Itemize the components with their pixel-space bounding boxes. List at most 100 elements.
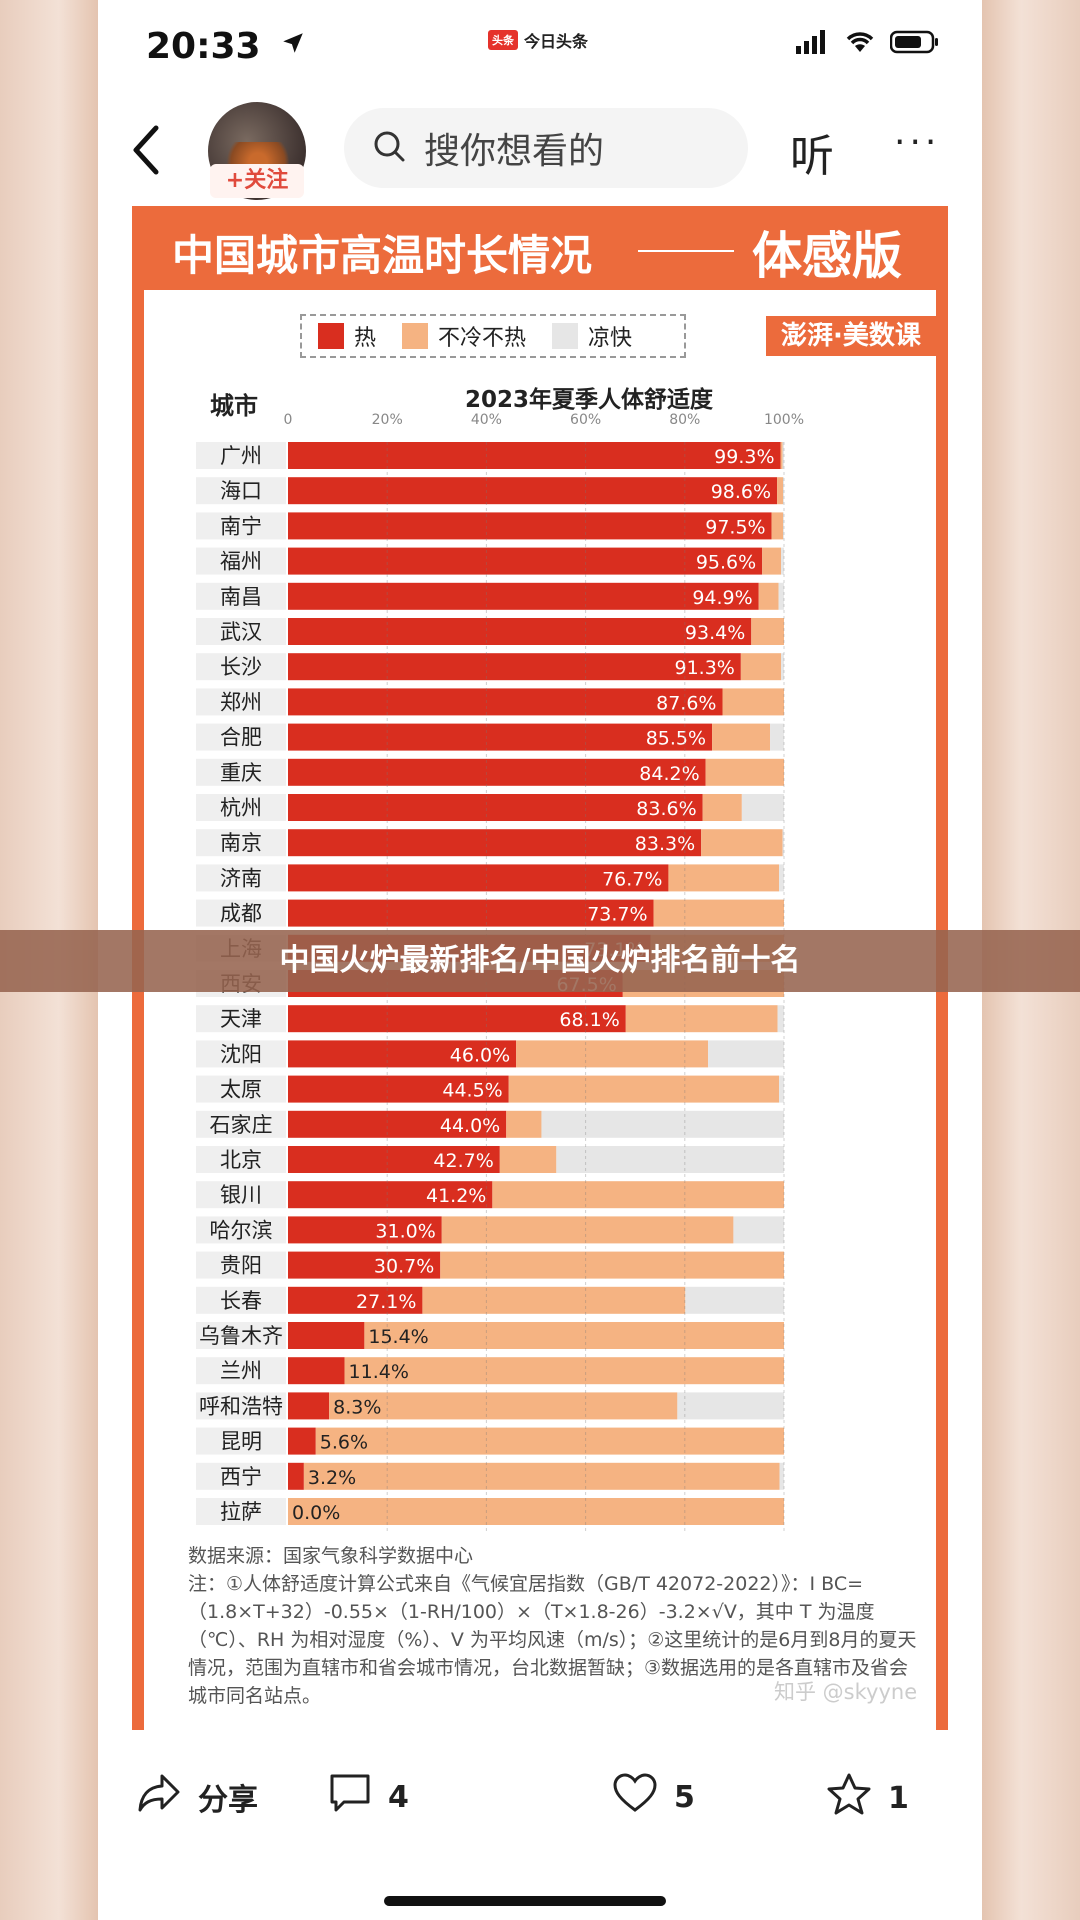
- category-label-bg: [196, 1462, 286, 1490]
- data-label: 91.3%: [674, 657, 734, 679]
- bar-hot: [288, 512, 772, 540]
- data-label: 31.0%: [375, 1220, 435, 1242]
- category-label: 昆明: [220, 1430, 262, 1454]
- follow-button[interactable]: +关注: [210, 164, 304, 198]
- more-options-button[interactable]: ···: [894, 122, 941, 163]
- x-tick-label: 100%: [764, 412, 804, 428]
- bar-hot: [288, 1005, 626, 1033]
- favorite-button[interactable]: 1: [826, 1772, 909, 1824]
- bar-mild: [777, 477, 784, 505]
- category-label: 哈尔滨: [210, 1218, 273, 1242]
- category-label: 南京: [220, 831, 262, 855]
- search-placeholder: 搜你想看的: [424, 131, 605, 172]
- comment-button[interactable]: 4: [328, 1772, 409, 1822]
- bar-mild: [492, 1181, 784, 1209]
- bar-hot: [288, 1040, 517, 1068]
- bar-mild: [288, 1498, 784, 1525]
- share-button[interactable]: 分享: [136, 1772, 258, 1822]
- data-label: 30.7%: [374, 1256, 434, 1278]
- category-label-bg: [196, 1286, 286, 1314]
- category-label: 贵阳: [220, 1254, 262, 1278]
- x-tick-label: 40%: [471, 412, 502, 428]
- bar-hot: [288, 688, 723, 716]
- bar-cool: [782, 829, 784, 857]
- category-label: 广州: [220, 444, 262, 468]
- bar-hot: [288, 723, 713, 751]
- data-label: 15.4%: [368, 1326, 428, 1348]
- data-label: 95.6%: [696, 552, 756, 574]
- share-label: 分享: [198, 1783, 258, 1818]
- category-label-bg: [196, 1146, 286, 1173]
- search-icon: [344, 129, 406, 167]
- data-label: 87.6%: [656, 692, 716, 714]
- bar-mild: [364, 1322, 784, 1349]
- bar-cool: [733, 1216, 784, 1244]
- top-nav: +关注 搜你想看的 听 ···: [98, 96, 982, 206]
- bar-cool: [677, 1392, 784, 1420]
- data-label: 73.7%: [587, 904, 647, 926]
- category-label-bg: [196, 1075, 286, 1103]
- category-label-bg: [196, 653, 286, 681]
- category-label: 太原: [220, 1078, 262, 1102]
- bar-mild: [516, 1040, 709, 1068]
- bar-mild: [653, 899, 784, 927]
- back-arrow-icon[interactable]: [128, 122, 164, 182]
- bar-cool: [708, 1040, 784, 1068]
- bar-mild: [668, 864, 780, 892]
- search-bar[interactable]: 搜你想看的: [344, 108, 748, 188]
- bar-hot: [288, 1146, 500, 1173]
- category-label: 银川: [220, 1183, 262, 1207]
- category-label: 拉萨: [220, 1500, 262, 1524]
- category-label-bg: [196, 758, 286, 786]
- category-label-bg: [196, 1216, 286, 1244]
- bar-mild: [771, 512, 784, 540]
- data-label: 85.5%: [646, 728, 706, 750]
- category-label: 长沙: [220, 655, 262, 679]
- data-label: 46.0%: [450, 1044, 510, 1066]
- category-label: 武汉: [220, 620, 262, 644]
- category-label-bg: [196, 829, 286, 857]
- legend-label-mild: 不冷不热: [438, 326, 527, 351]
- bar-hot: [288, 442, 781, 469]
- bar-cool: [778, 582, 784, 610]
- category-label-bg: [196, 1110, 286, 1138]
- category-label: 南昌: [220, 585, 262, 609]
- data-label: 94.9%: [692, 587, 752, 609]
- home-indicator[interactable]: [384, 1896, 666, 1906]
- legend-swatch-cool: [552, 323, 579, 349]
- bar-mild: [344, 1357, 784, 1385]
- category-label: 杭州: [220, 796, 262, 820]
- zhihu-watermark: 知乎 @skyyne: [774, 1680, 918, 1704]
- bar-hot: [288, 477, 778, 505]
- listen-button[interactable]: 听: [790, 131, 834, 182]
- bar-cool: [781, 547, 784, 575]
- bar-cool: [685, 1286, 784, 1314]
- wifi-icon: [844, 30, 876, 58]
- bar-hot: [288, 864, 669, 892]
- category-label: 海口: [220, 479, 262, 503]
- bar-hot: [288, 547, 763, 575]
- bar-mild: [712, 723, 771, 751]
- bar-mild: [722, 688, 784, 716]
- bar-cool: [541, 1110, 784, 1138]
- category-label: 济南: [220, 866, 262, 890]
- category-label-bg: [196, 899, 286, 927]
- legend-label-hot: 热: [354, 326, 377, 351]
- bar-cool: [779, 1075, 784, 1103]
- data-label: 41.2%: [426, 1185, 486, 1207]
- status-time: 20:33: [146, 26, 261, 67]
- bar-mild: [329, 1392, 678, 1420]
- comment-count: 4: [388, 1779, 409, 1815]
- category-label-bg: [196, 794, 286, 821]
- bar-cool: [741, 794, 784, 821]
- bar-hot: [288, 829, 702, 857]
- data-label: 84.2%: [639, 763, 699, 785]
- bar-hot: [288, 582, 759, 610]
- legend-label-cool: 凉快: [588, 326, 633, 351]
- bar-mild: [705, 758, 784, 786]
- category-label: 兰州: [220, 1359, 262, 1383]
- like-button[interactable]: 5: [612, 1772, 695, 1822]
- category-label: 合肥: [220, 726, 262, 750]
- legend-item-mild: 不冷不热: [402, 320, 526, 352]
- x-tick-label: 80%: [669, 412, 700, 428]
